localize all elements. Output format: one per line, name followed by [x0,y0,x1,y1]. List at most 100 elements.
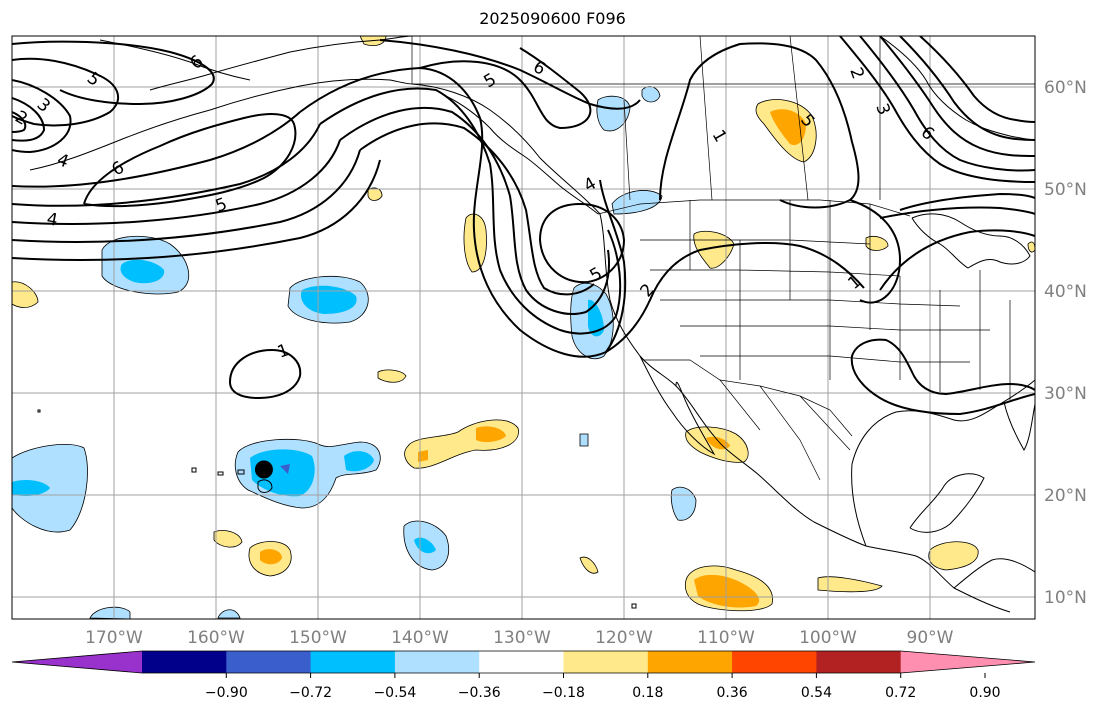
pos-area-9 [817,576,883,593]
coast-yucatan [909,473,985,533]
contour-ne-5 [919,36,1035,123]
contour-2-interior [605,242,865,353]
neg-area-3-peak [280,464,290,474]
lat-label: 20°N [1044,486,1087,506]
lat-label: 40°N [1044,282,1087,302]
colorbar-segment [647,651,733,673]
contour-6-center [83,113,297,208]
contour-low-west-1 [12,111,301,188]
location-marker [254,460,273,479]
colorbar-tick-label: −0.90 [205,685,248,701]
contour-ne-3 [879,36,1035,157]
neg-area-3-core-b [344,451,374,472]
contour-low-west-5 [12,159,381,261]
lon-label: 100°W [799,628,857,648]
neg-area-1-core [120,259,165,284]
neg-area-4-core [12,480,50,496]
pos-area-5-core [260,549,282,565]
colorbar-outline [11,650,1036,674]
contour-trough-3 [339,106,610,315]
lat-label: 10°N [1044,588,1087,608]
pos-area-8 [928,541,979,571]
pos-area-16 [579,556,599,574]
lon-label: 170°W [85,628,143,648]
colorbar-segment [816,651,902,673]
pos-area-10 [213,530,243,548]
contour-1-southeast [850,338,1035,416]
coast-misc [37,409,637,609]
lon-label: 90°W [907,628,954,648]
lat-label: 60°N [1044,78,1087,98]
coast-north-america-west [411,83,1011,613]
lon-label: 150°W [289,628,347,648]
lon-label: 160°W [187,628,245,648]
map-frame [11,35,1036,620]
contour-ridge-1 [419,47,592,130]
contour-ne-6 [899,192,1035,211]
latitude-labels: 60°N 50°N 40°N 30°N 20°N 10°N [1044,78,1087,608]
colorbar-tick-label: 0.72 [885,685,916,701]
lon-label: 140°W [391,628,449,648]
colorbar-extend-min [12,651,142,673]
contour-1-loop [229,348,302,400]
pos-area-11 [12,281,39,308]
colorbar-segment [142,651,227,673]
lon-label: 130°W [493,628,551,648]
neg-area-11 [217,609,241,619]
contour-label: 4 [45,209,59,231]
colorbar-segment [394,651,480,673]
coast-florida [1003,401,1035,451]
pos-area-17 [1027,241,1035,253]
longitude-labels: 170°W 160°W 150°W 140°W 130°W 120°W 110°… [85,628,954,648]
neg-area-9 [670,486,697,521]
coast-central-america [953,558,1035,589]
coast-bc [445,95,599,215]
lat-label: 30°N [1044,384,1087,404]
pos-area-2-core [694,574,760,608]
contour-low-west-3 [12,139,341,225]
coast-great-lakes [911,213,1031,269]
contour-3-west [12,97,46,142]
height-contours [12,36,1035,416]
colorbar-tick-label: −0.18 [542,685,585,701]
contour-ne-8 [879,229,1035,291]
colorbar-segment [479,651,564,673]
contour-low-west-2 [12,123,321,207]
neg-area-8 [596,95,631,132]
colorbar-extend-max [900,651,1035,673]
coast-hudson [879,36,1035,141]
pos-area-14 [367,187,383,201]
graticule [12,36,1035,619]
contour-2-west [12,111,27,133]
contour-ridge-2 [379,39,641,110]
map-background [12,36,1035,619]
pos-area-13 [377,369,407,383]
colorbar [11,650,1036,674]
pos-area-1-core [476,426,506,443]
colorbar-segment [226,651,312,673]
colorbar-tick-label: 0.54 [801,685,832,701]
neg-area-13 [579,433,589,447]
map-title: 2025090600 F096 [479,9,626,28]
borders [411,36,1035,481]
border-canada-provinces [412,36,1035,201]
colorbar-tick-label: −0.72 [289,685,332,701]
lat-label: 50°N [1044,180,1087,200]
contour-ne-2 [859,36,1035,172]
contour-trough-2 [319,87,622,335]
colorbar-segment [732,651,817,673]
pos-area-4-core [770,109,806,146]
colorbar-segment [310,651,396,673]
contour-trough-4 [359,122,595,296]
contour-4-west [12,79,72,154]
colorbar-tick-label: −0.36 [458,685,501,701]
colorbar-tick-label: 0.36 [717,685,748,701]
coast-baja [639,355,716,456]
neg-area-6-core [588,299,604,337]
anomaly-shading [12,36,1035,619]
coast-alaska-peninsula [29,78,413,171]
colorbar-segment [563,651,649,673]
border-us-states [640,200,1011,400]
coast-hawaii [191,467,273,493]
